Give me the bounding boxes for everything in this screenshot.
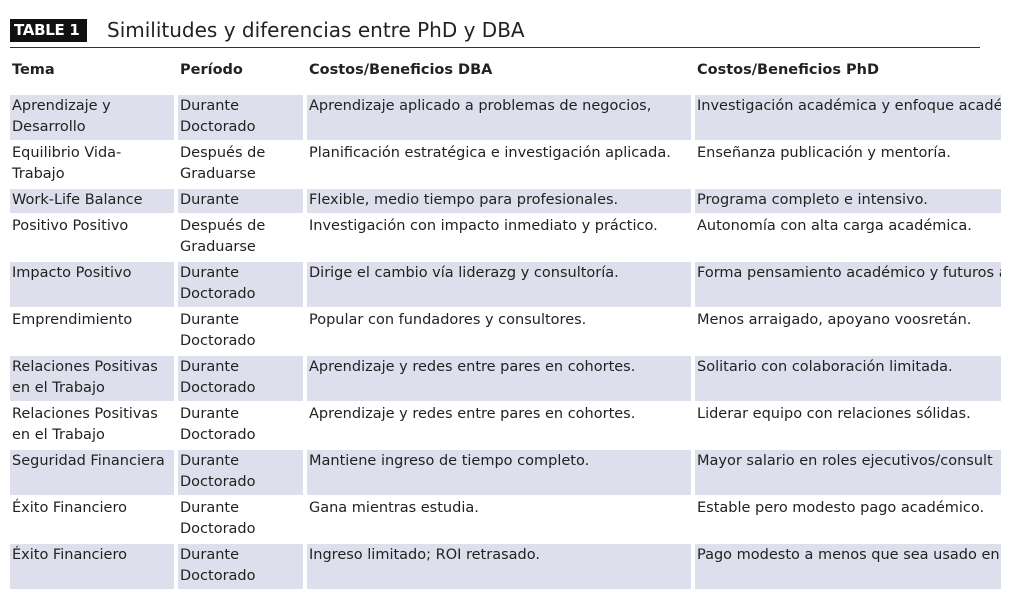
- table-cell: Aprendizaje y Desarrollo: [10, 95, 174, 140]
- table-cell: Aprendizaje aplicado a problemas de nego…: [307, 95, 691, 140]
- table-cell: Mayor salario en roles ejecutivos/consul…: [695, 450, 1001, 495]
- table-cell: Durante: [178, 189, 303, 213]
- table-cell: Durante Doctorado: [178, 95, 303, 140]
- table-cell: Después de Graduarse: [180, 145, 266, 182]
- table-row: Work-Life Balance Durante Flexible, medio …: [10, 189, 1001, 213]
- table-cell: Solitario con colaboración limitada.: [695, 356, 1001, 401]
- table-cell: Enseñanza publicación y mentoría.: [697, 145, 951, 161]
- table-cell: Equilibrio Vida-Trabajo: [12, 145, 122, 182]
- table-cell: Planificación estratégica e investigació…: [309, 145, 671, 161]
- table-row: Éxito Financiero Durante Doctorado Gana mi…: [10, 497, 1001, 542]
- table-cell: Gana mientras estudia.: [309, 500, 479, 516]
- table-row: Impacto Positivo Durante Doctorado Dirige …: [10, 262, 1001, 307]
- comparison-table: Tema Período Costos/Beneficios DBA Costos/B…: [6, 56, 1005, 591]
- table-cell: Liderar equipo con relaciones sólidas.: [697, 406, 971, 422]
- table-cell: Durante Doctorado: [178, 544, 303, 589]
- table-cell: Work-Life Balance: [10, 189, 174, 213]
- title-rule: [10, 47, 980, 48]
- table-cell: Programa completo e intensivo.: [695, 189, 1001, 213]
- table-cell: Durante Doctorado: [178, 356, 303, 401]
- table-cell: Emprendimiento: [12, 312, 133, 328]
- table-title: Similitudes y diferencias entre PhD y DB…: [107, 18, 525, 42]
- table-row: Relaciones Positivas en el Trabajo Durant…: [10, 403, 1001, 448]
- table-cell: Menos arraigado, apoyano voosretán.: [697, 312, 972, 328]
- table-cell: Aprendizaje y redes entre pares en cohor…: [309, 406, 636, 422]
- header-row: Tema Período Costos/Beneficios DBA Costos/B…: [10, 58, 1001, 93]
- table-row: Aprendizaje y Desarrollo Durante Doctorad…: [10, 95, 1001, 140]
- table-cell: Durante Doctorado: [180, 312, 256, 349]
- table-cell: Durante Doctorado: [178, 450, 303, 495]
- column-header: Tema: [12, 62, 55, 78]
- table-row: Seguridad Financiera Durante Doctorado Man…: [10, 450, 1001, 495]
- table-cell: Durante Doctorado: [178, 262, 303, 307]
- table-cell: Autonomía con alta carga académica.: [697, 218, 972, 234]
- table-row: Equilibrio Vida-Trabajo Después de Gradua…: [10, 142, 1001, 187]
- table-cell: Relaciones Positivas en el Trabajo: [10, 356, 174, 401]
- table-row: Relaciones Positivas en el Trabajo Durant…: [10, 356, 1001, 401]
- table-cell: Flexible, medio tiempo para profesionale…: [307, 189, 691, 213]
- table-cell: Impacto Positivo: [10, 262, 174, 307]
- table-row: Éxito Financiero Durante Doctorado Ingreso…: [10, 544, 1001, 589]
- table-cell: Forma pensamiento académico y futuros ac…: [695, 262, 1001, 307]
- table-cell: Aprendizaje y redes entre pares en cohor…: [307, 356, 691, 401]
- table-cell: Después de Graduarse: [180, 218, 266, 255]
- table-cell: Ingreso limitado; ROI retrasado.: [307, 544, 691, 589]
- table-row: Emprendimiento Durante Doctorado Popular c…: [10, 309, 1001, 354]
- column-header: Costos/Beneficios DBA: [309, 62, 493, 78]
- table-cell: Investigación con impacto inmediato y pr…: [309, 218, 658, 234]
- table-cell: Pago modesto a menos que sea usado en in…: [695, 544, 1001, 589]
- table-cell: Seguridad Financiera: [10, 450, 174, 495]
- table-label: TABLE 1: [10, 19, 88, 42]
- column-header: Costos/Beneficios PhD: [697, 62, 880, 78]
- table-body: Aprendizaje y Desarrollo Durante Doctorad…: [10, 95, 1001, 589]
- table-cell: Relaciones Positivas en el Trabajo: [12, 406, 158, 443]
- table-cell: Popular con fundadores y consultores.: [309, 312, 587, 328]
- table-cell: Mantiene ingreso de tiempo completo.: [307, 450, 691, 495]
- table-cell: Estable pero modesto pago académico.: [697, 500, 985, 516]
- table-cell: Éxito Financiero: [12, 500, 127, 516]
- table-cell: Positivo Positivo: [12, 218, 129, 234]
- table-cell: Investigación académica y enfoque académ…: [695, 95, 1001, 140]
- table-cell: Durante Doctorado: [180, 500, 256, 537]
- table-cell: Durante Doctorado: [180, 406, 256, 443]
- table-cell: Éxito Financiero: [10, 544, 174, 589]
- table-row: Positivo Positivo Después de Graduarse Inv…: [10, 215, 1001, 260]
- table-cell: Dirige el cambio vía liderazg y consulto…: [307, 262, 691, 307]
- column-header: Período: [180, 62, 243, 78]
